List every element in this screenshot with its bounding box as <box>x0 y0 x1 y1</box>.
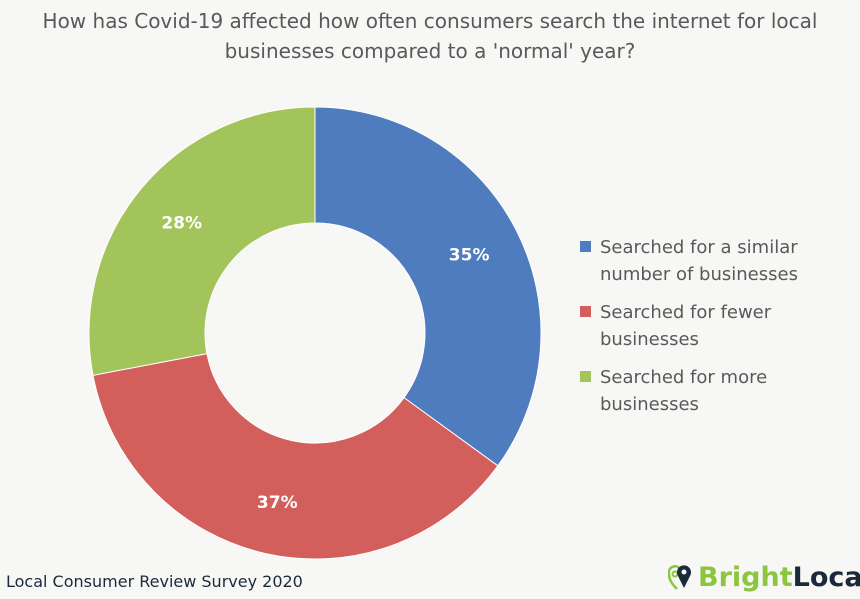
data-label: 35% <box>449 245 490 265</box>
location-heart-icon <box>668 564 691 590</box>
legend-label: Searched for more businesses <box>600 367 768 415</box>
legend-item: Searched for more businesses <box>578 364 838 418</box>
donut-slice <box>92 353 499 560</box>
data-label: 28% <box>161 214 202 234</box>
legend-item: Searched for fewer businesses <box>578 299 838 353</box>
legend-swatch <box>580 371 591 382</box>
legend-item: Searched for a similar number of busines… <box>578 234 838 288</box>
legend-swatch <box>580 241 591 252</box>
donut-slice <box>88 106 316 376</box>
legend: Searched for a similar number of busines… <box>578 234 838 429</box>
brightlocal-logo: BrightLocal <box>668 562 860 593</box>
survey-footer: Local Consumer Review Survey 2020 <box>6 572 303 591</box>
legend-swatch <box>580 306 591 317</box>
data-label: 37% <box>257 493 298 513</box>
chart-title: How has Covid-19 affected how often cons… <box>42 9 818 63</box>
logo-text-local: Local <box>792 562 860 593</box>
legend-label: Searched for fewer businesses <box>600 302 772 350</box>
legend-label: Searched for a similar number of busines… <box>600 237 798 285</box>
logo-text-bright: Bright <box>698 562 793 593</box>
donut-slice <box>314 106 542 467</box>
